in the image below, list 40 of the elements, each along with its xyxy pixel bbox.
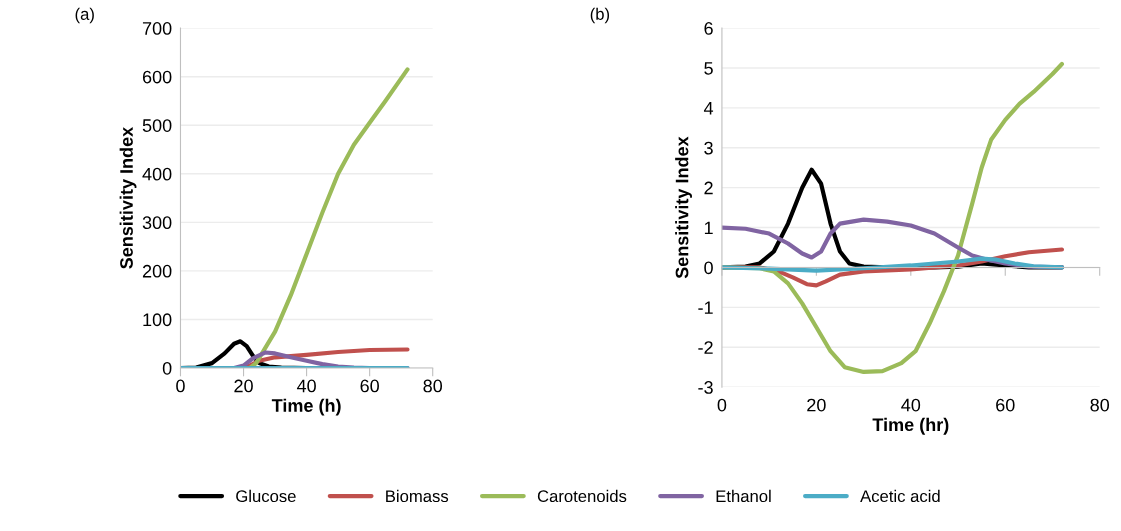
legend-label: Ethanol bbox=[716, 489, 771, 503]
y-tick-label: 400 bbox=[142, 167, 172, 181]
x-tick-label: 60 bbox=[360, 379, 379, 393]
x-axis-title: Time (h) bbox=[271, 398, 341, 416]
x-tick-label: 20 bbox=[234, 379, 253, 393]
x-tick-label: 0 bbox=[176, 379, 185, 393]
y-tick-label: 3 bbox=[704, 141, 713, 155]
x-tick-label: 60 bbox=[996, 398, 1015, 412]
y-tick-label: 500 bbox=[142, 119, 172, 132]
y-axis-title: Sensitivity Index bbox=[119, 126, 137, 269]
chart-title: (a) bbox=[75, 7, 94, 24]
y-tick-label: 4 bbox=[703, 102, 714, 115]
x-tick-label: 80 bbox=[423, 379, 443, 393]
y-tick-label: 0 bbox=[162, 361, 172, 375]
y-tick-label: 5 bbox=[704, 62, 713, 75]
legend-label: Carotenoids bbox=[537, 489, 627, 503]
y-tick-label: 700 bbox=[142, 22, 172, 35]
x-tick-label: 80 bbox=[1090, 398, 1110, 412]
y-tick-label: 200 bbox=[142, 264, 172, 278]
legend-label: Glucose bbox=[236, 489, 296, 503]
legend-label: Acetic acid bbox=[860, 489, 940, 503]
y-tick-label: 300 bbox=[142, 216, 172, 230]
y-tick-label: 6 bbox=[704, 22, 713, 35]
y-tick-label: 600 bbox=[142, 70, 172, 84]
y-axis-title: Sensitivity Index bbox=[675, 136, 692, 279]
y-tick-label: -3 bbox=[698, 381, 713, 394]
x-tick-label: 0 bbox=[717, 398, 727, 412]
y-tick-label: 2 bbox=[704, 181, 713, 195]
y-tick-label: -1 bbox=[698, 301, 713, 314]
chart-title: (b) bbox=[590, 7, 610, 24]
x-tick-label: 40 bbox=[901, 398, 921, 412]
x-tick-label: 20 bbox=[807, 398, 826, 412]
y-tick-label: 100 bbox=[143, 313, 172, 327]
x-axis-title: Time (hr) bbox=[872, 417, 949, 435]
y-tick-label: 1 bbox=[704, 221, 713, 235]
y-tick-label: -2 bbox=[698, 341, 713, 354]
x-tick-label: 40 bbox=[296, 379, 316, 393]
line-series bbox=[721, 256, 1065, 273]
y-tick-label: 0 bbox=[704, 261, 713, 275]
legend-label: Biomass bbox=[386, 489, 449, 503]
